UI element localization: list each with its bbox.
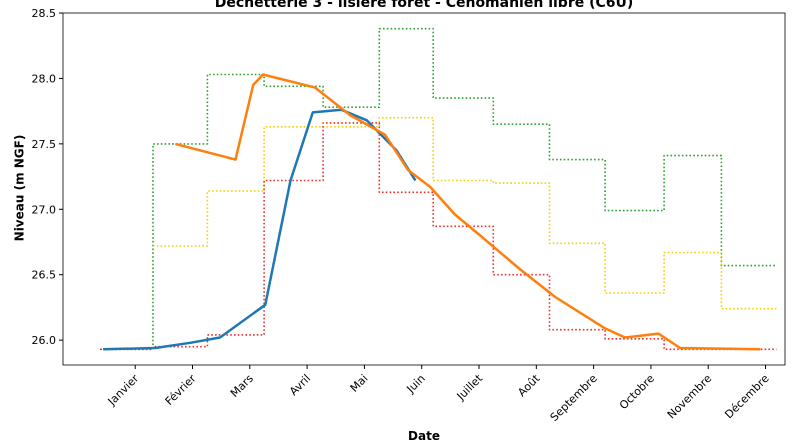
y-tick-label: 26.5 xyxy=(32,269,57,282)
y-tick-label: 27.0 xyxy=(32,203,57,216)
series-line xyxy=(174,73,761,351)
x-axis-label: Date xyxy=(408,429,440,443)
y-tick-label: 26.0 xyxy=(32,334,57,347)
series-line xyxy=(153,116,777,310)
series-line xyxy=(100,122,777,351)
y-tick-label: 28.0 xyxy=(32,72,57,85)
y-tick-label: 27.5 xyxy=(32,138,57,151)
plot-frame xyxy=(62,12,786,366)
chart-title: Déchetterie 3 - lisière forêt - Cénomani… xyxy=(215,0,634,11)
series-line xyxy=(100,27,777,351)
y-axis-label: Niveau (m NGF) xyxy=(13,135,27,242)
y-tick-label: 28.5 xyxy=(32,7,57,20)
